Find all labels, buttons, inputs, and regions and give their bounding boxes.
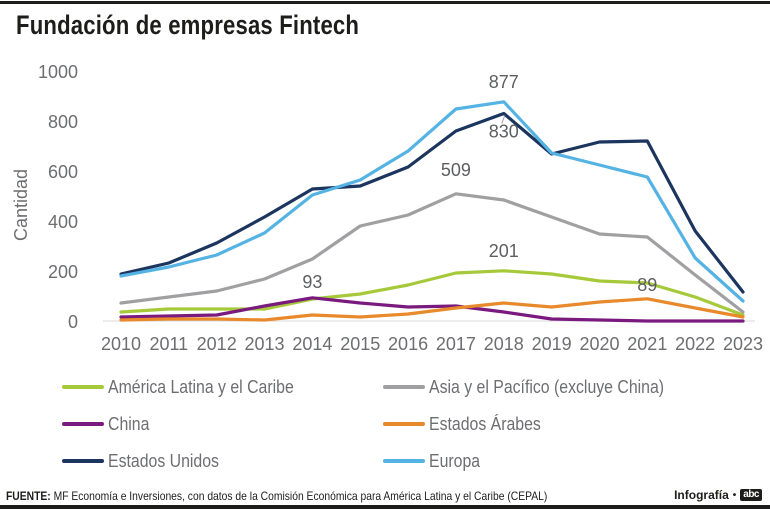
legend-swatch bbox=[383, 422, 425, 426]
series-line-america-latina-y-el-caribe bbox=[119, 269, 745, 317]
legend-label: Asia y el Pacífico (excluye China) bbox=[429, 376, 665, 397]
x-tick-label: 2019 bbox=[532, 334, 572, 354]
y-tick-label: 1000 bbox=[38, 62, 78, 82]
y-tick-label: 400 bbox=[48, 212, 78, 232]
y-tick-label: 800 bbox=[48, 112, 78, 132]
series-line-europa bbox=[119, 100, 745, 303]
legend-item: Europa bbox=[383, 450, 487, 472]
bottom-rule bbox=[0, 505, 770, 509]
x-tick-label: 2021 bbox=[627, 334, 667, 354]
x-tick-label: 2018 bbox=[484, 334, 524, 354]
legend-label: Europa bbox=[429, 450, 481, 471]
legend-swatch bbox=[62, 422, 104, 426]
legend-swatch bbox=[62, 459, 104, 463]
legend-label: Estados Unidos bbox=[108, 450, 219, 471]
x-tick-label: 2012 bbox=[197, 334, 237, 354]
y-tick-label: 0 bbox=[68, 312, 78, 332]
series-line-china bbox=[119, 296, 745, 323]
data-label: 89 bbox=[637, 275, 657, 295]
x-tick-label: 2011 bbox=[149, 334, 188, 354]
data-label: 877 bbox=[489, 72, 519, 92]
legend-label: América Latina y el Caribe bbox=[108, 376, 294, 397]
x-tick-label: 2022 bbox=[675, 334, 715, 354]
data-label: 509 bbox=[441, 160, 471, 180]
credit-text: Infografía bbox=[674, 488, 729, 502]
credit: Infografía • abc bbox=[674, 488, 762, 502]
x-tick-label: 2014 bbox=[292, 334, 332, 354]
legend-item: Asia y el Pacífico (excluye China) bbox=[383, 376, 696, 398]
x-tick-label: 2023 bbox=[723, 334, 763, 354]
x-tick-label: 2015 bbox=[340, 334, 380, 354]
data-label: 201 bbox=[489, 241, 519, 261]
legend-swatch bbox=[383, 459, 425, 463]
x-tick-label: 2010 bbox=[101, 334, 141, 354]
y-axis-label: Cantidad bbox=[11, 169, 31, 241]
data-label: 830 bbox=[489, 122, 519, 142]
separator-dot: • bbox=[732, 489, 737, 501]
legend-label: Estados Árabes bbox=[429, 413, 541, 434]
chart-title: Fundación de empresas Fintech bbox=[16, 10, 360, 40]
legend-item: Estados Unidos bbox=[62, 450, 234, 472]
legend-item: Estados Árabes bbox=[383, 413, 556, 435]
y-tick-label: 200 bbox=[48, 262, 78, 282]
legend-label: China bbox=[108, 413, 150, 434]
x-tick-label: 2016 bbox=[388, 334, 428, 354]
legend-item: América Latina y el Caribe bbox=[62, 376, 319, 398]
data-label: 93 bbox=[302, 272, 322, 292]
series-group bbox=[119, 100, 745, 323]
source-label: FUENTE: bbox=[6, 489, 51, 503]
abc-logo: abc bbox=[740, 489, 762, 501]
x-tick-label: 2017 bbox=[436, 334, 476, 354]
series-line-asia-y-el-pacifico-excluye-china bbox=[119, 192, 745, 314]
legend-item: China bbox=[62, 413, 155, 435]
source-note: FUENTE: MF Economía e Inversiones, con d… bbox=[6, 489, 547, 503]
y-tick-label: 600 bbox=[48, 162, 78, 182]
legend-swatch bbox=[62, 385, 104, 389]
data-labels: 93 509 877 830 201 89 bbox=[302, 72, 657, 295]
source-text: MF Economía e Inversiones, con datos de … bbox=[53, 489, 548, 503]
x-tick-label: 2013 bbox=[245, 334, 285, 354]
x-axis: 2010 2011 2012 2013 2014 2015 2016 2017 2018 2019… bbox=[101, 334, 763, 354]
series-line-estados-arabes bbox=[119, 297, 745, 322]
y-axis: 0 200 400 600 800 1000 bbox=[38, 62, 78, 332]
legend-swatch bbox=[383, 385, 425, 389]
top-rule bbox=[0, 1, 770, 4]
series-line-estados-unidos bbox=[119, 111, 745, 294]
data-label-leader bbox=[501, 115, 506, 124]
x-tick-label: 2020 bbox=[579, 334, 619, 354]
